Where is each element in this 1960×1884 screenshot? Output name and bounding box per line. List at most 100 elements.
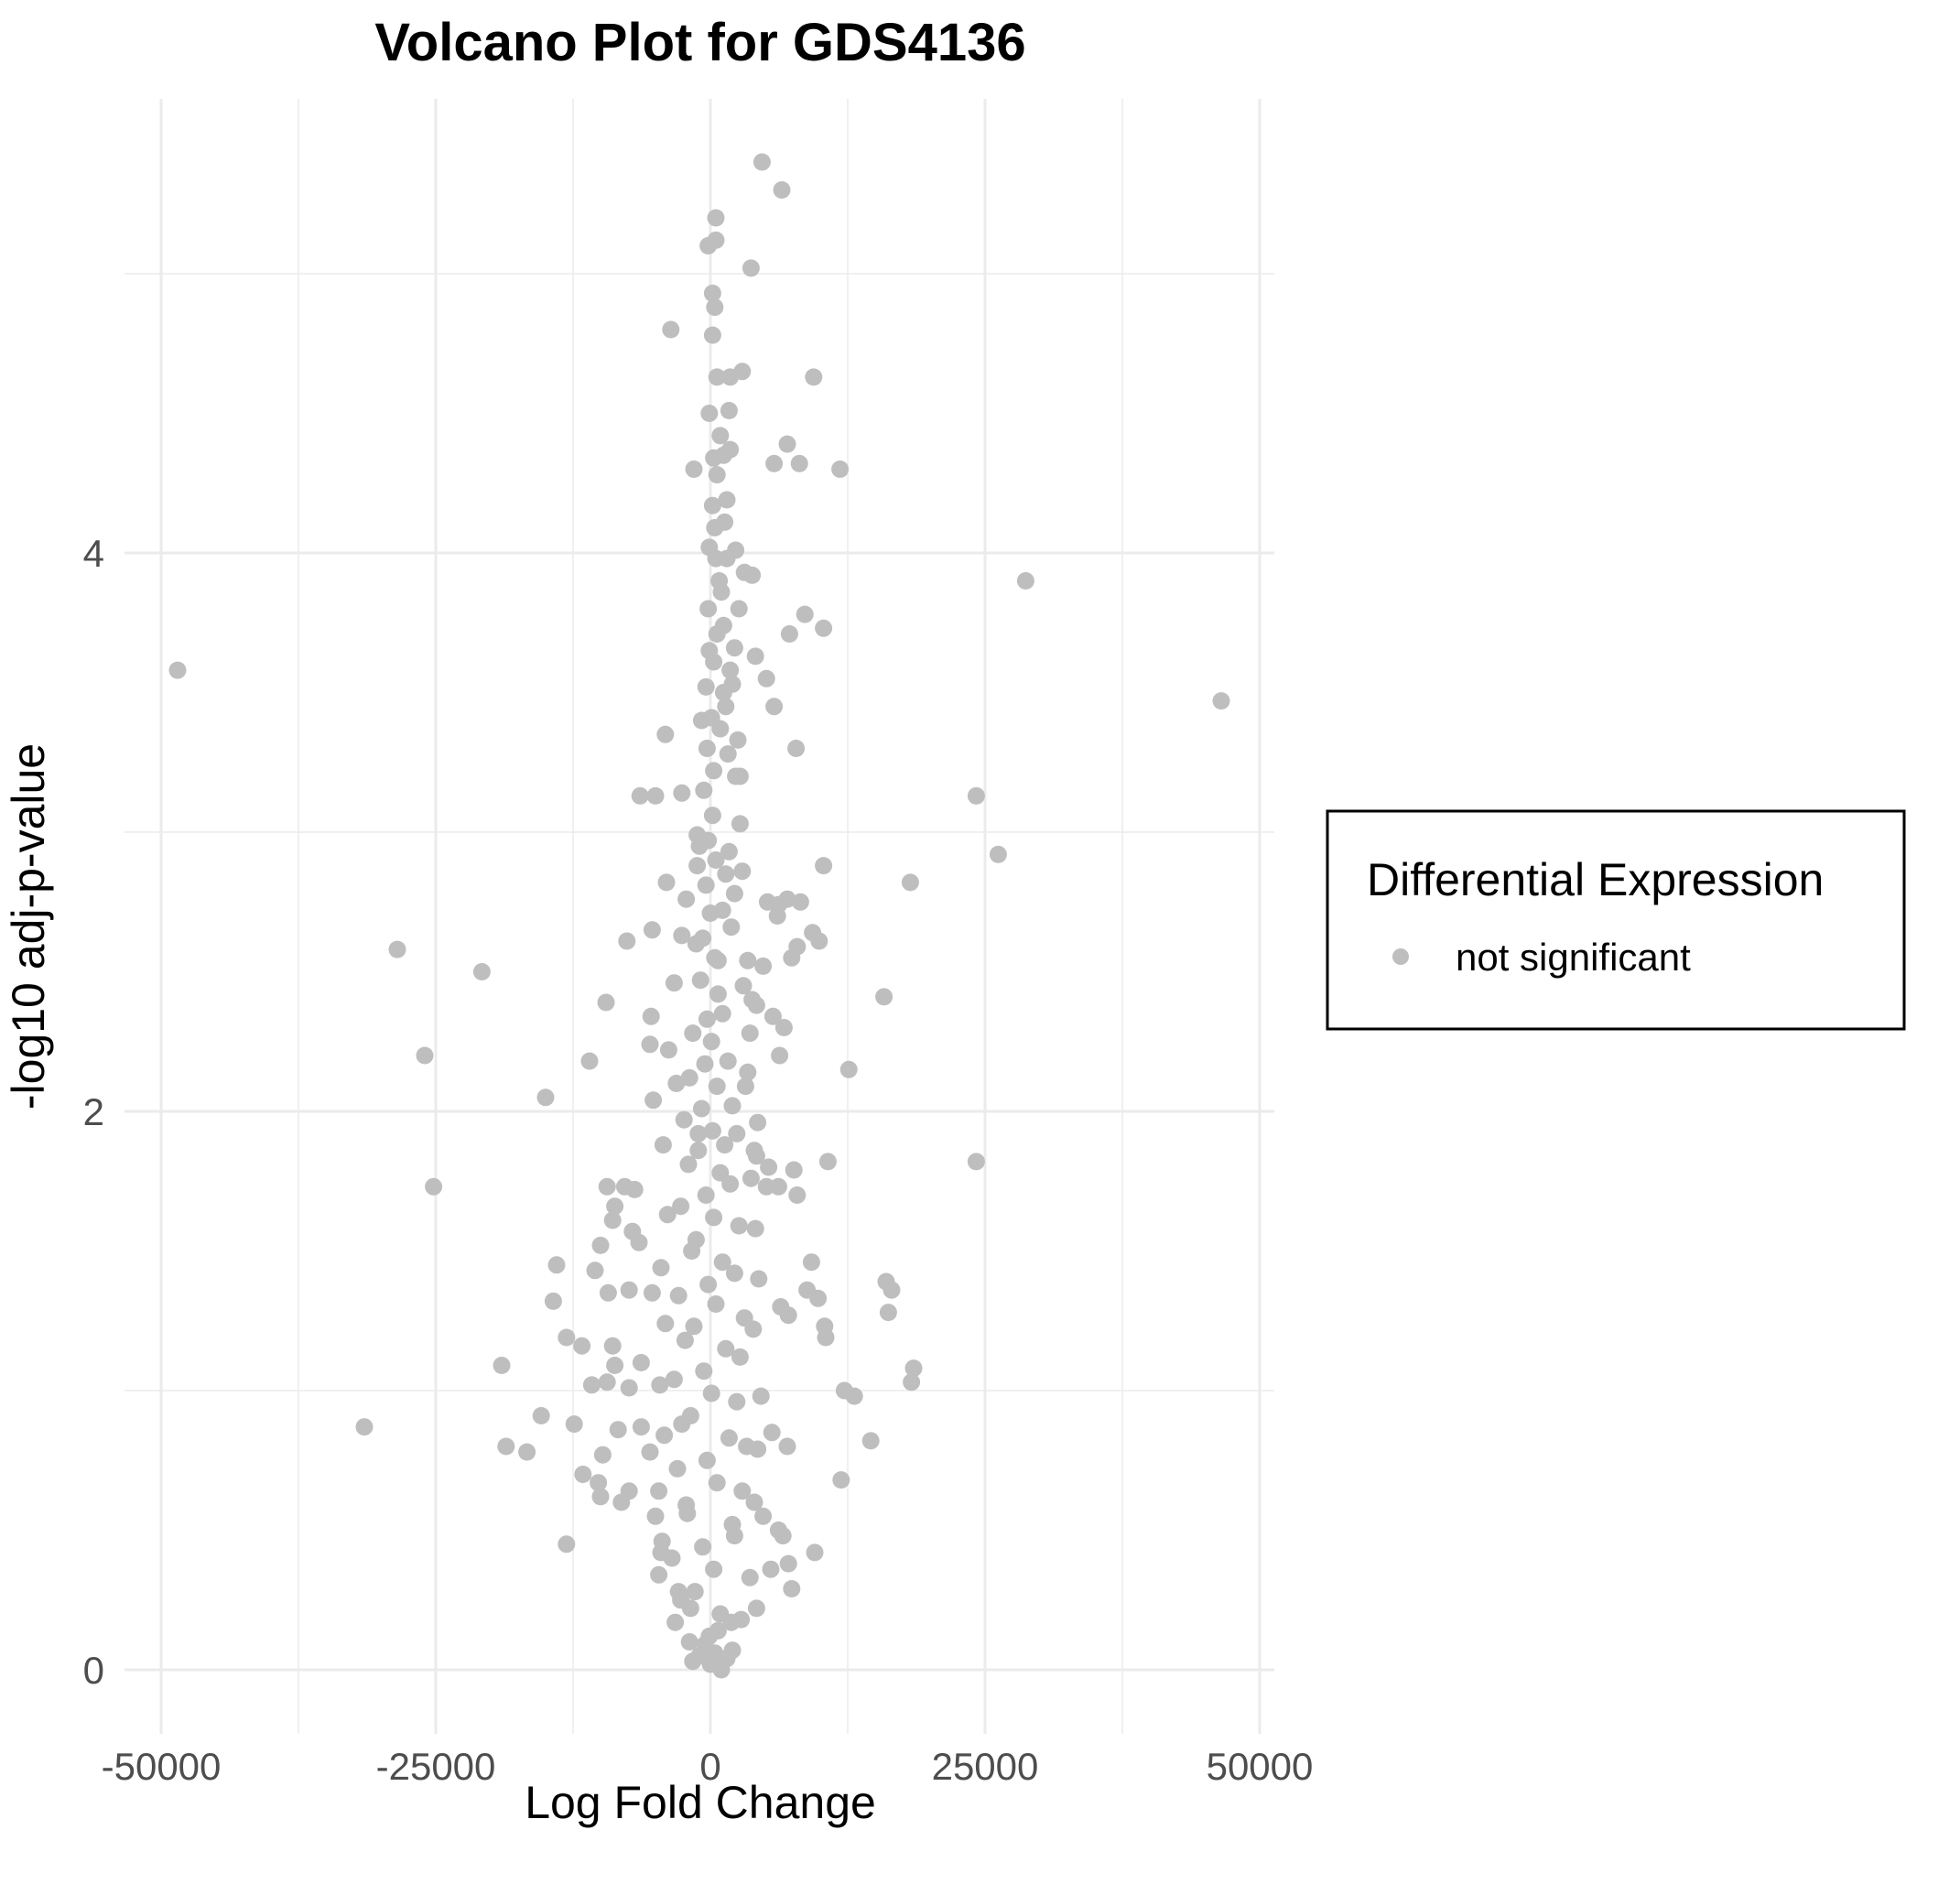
data-point: [650, 1482, 668, 1500]
y-tick-label: 4: [83, 532, 104, 575]
data-point: [653, 1532, 671, 1551]
data-point: [684, 1652, 702, 1671]
legend-box: [1326, 809, 1906, 1031]
data-point: [787, 740, 806, 757]
data-point: [620, 1379, 638, 1397]
data-point: [831, 460, 850, 478]
data-point: [689, 1124, 708, 1142]
grid-lines: [125, 99, 1274, 1734]
data-point: [646, 1507, 665, 1525]
data-point: [735, 563, 753, 581]
data-point: [687, 935, 705, 953]
data-points: [168, 153, 1230, 1679]
data-point: [785, 1161, 803, 1179]
data-point: [658, 1206, 677, 1224]
data-point: [703, 807, 721, 825]
y-tick-label: 0: [83, 1649, 104, 1692]
data-point: [675, 1110, 693, 1129]
data-point: [774, 1527, 792, 1545]
data-point: [686, 1583, 704, 1601]
legend-label-not-significant: not significant: [1456, 936, 1691, 979]
data-point: [679, 1155, 698, 1174]
data-point: [711, 1164, 730, 1182]
data-point: [644, 1091, 663, 1110]
data-point: [699, 1275, 718, 1294]
data-point: [700, 405, 719, 422]
data-point: [723, 1097, 742, 1115]
data-point: [597, 993, 615, 1012]
data-point: [780, 625, 798, 643]
data-point: [745, 1142, 763, 1160]
data-point: [593, 1445, 612, 1464]
data-point: [730, 600, 748, 618]
chart-title: Volcano Plot for GDS4136: [374, 13, 1025, 72]
data-point: [818, 1153, 837, 1171]
data-point: [810, 932, 828, 950]
x-tick-label: 25000: [932, 1745, 1039, 1788]
data-point: [773, 181, 791, 199]
data-point: [676, 1331, 694, 1349]
data-point: [659, 1041, 677, 1059]
data-point: [778, 1437, 796, 1456]
data-point: [705, 1560, 723, 1578]
data-point: [683, 1242, 701, 1260]
legend-key-not-significant: [1392, 948, 1409, 965]
data-point: [673, 926, 691, 945]
data-point: [652, 1259, 670, 1277]
data-point: [662, 320, 680, 339]
data-point: [703, 496, 721, 514]
data-point: [657, 873, 676, 892]
data-point: [717, 865, 735, 883]
data-point: [655, 1426, 674, 1445]
data-point: [698, 740, 716, 757]
data-point: [749, 1113, 767, 1131]
data-point: [731, 1348, 749, 1366]
data-point: [733, 1482, 752, 1500]
data-point: [532, 1407, 550, 1424]
data-point: [667, 1075, 686, 1092]
data-point: [904, 1359, 923, 1378]
data-point: [603, 1337, 622, 1355]
data-point: [754, 1507, 773, 1525]
data-point: [713, 1253, 731, 1272]
tick-labels: -50000 -25000 0 25000 50000 0 2 4: [83, 532, 1314, 1788]
data-point: [603, 1211, 622, 1229]
data-point: [685, 1317, 703, 1336]
data-point: [1016, 572, 1034, 590]
data-point: [731, 815, 749, 833]
data-point: [731, 767, 749, 785]
data-point: [809, 1289, 828, 1307]
data-point: [472, 963, 491, 980]
data-point: [690, 837, 709, 855]
data-point: [721, 1175, 740, 1193]
data-point: [599, 1283, 617, 1302]
data-point: [708, 625, 726, 643]
x-tick-label: 50000: [1207, 1745, 1314, 1788]
data-point: [651, 1376, 669, 1394]
data-point: [696, 1055, 714, 1073]
data-point: [697, 1186, 715, 1204]
data-point: [695, 1362, 713, 1381]
data-point: [718, 549, 736, 568]
data-point: [580, 1052, 599, 1070]
data-point: [745, 1493, 763, 1511]
data-point: [1212, 692, 1230, 710]
data-point: [606, 1197, 624, 1216]
data-point: [591, 1236, 610, 1254]
data-point: [547, 1256, 566, 1274]
data-point: [763, 1007, 782, 1025]
data-point: [558, 1328, 576, 1347]
data-point: [728, 1392, 746, 1411]
data-point: [702, 1033, 720, 1051]
data-point: [861, 1432, 880, 1450]
y-axis-title: -log10 adj-p-value: [3, 743, 54, 1110]
data-point: [668, 1459, 687, 1478]
data-point: [722, 918, 741, 937]
data-point: [747, 1599, 765, 1618]
data-point: [721, 368, 740, 386]
data-point: [632, 1354, 650, 1371]
data-point: [739, 1063, 757, 1081]
data-point: [718, 491, 736, 509]
data-point: [717, 1339, 735, 1358]
